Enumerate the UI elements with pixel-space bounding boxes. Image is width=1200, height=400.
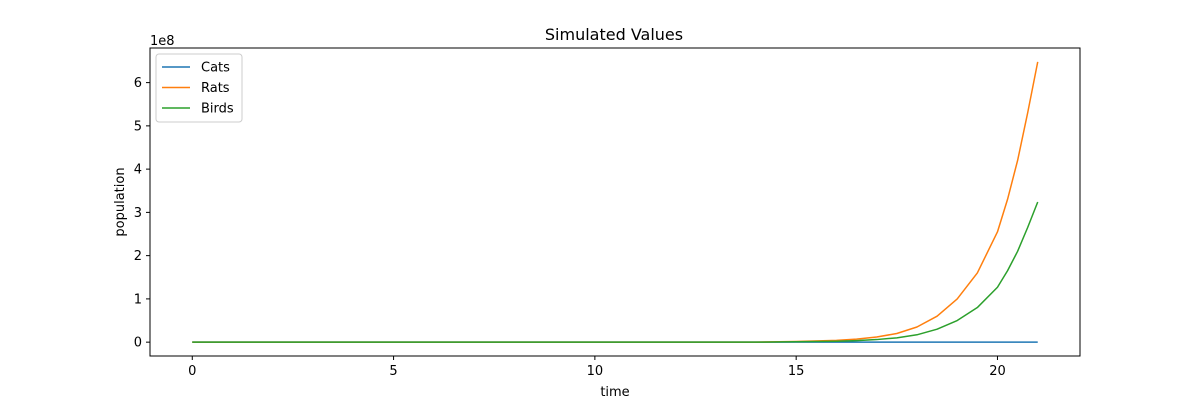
legend-label-birds: Birds <box>201 102 234 117</box>
legend-box <box>155 53 243 123</box>
y-axis: 0 1 2 3 4 5 6 <box>134 76 150 351</box>
y-axis-label: population <box>113 167 128 236</box>
x-axis: 0 5 10 15 20 <box>188 356 1006 379</box>
legend: Cats Rats Birds <box>155 53 243 123</box>
x-axis-label: time <box>600 385 629 400</box>
x-tick-label: 5 <box>389 364 397 379</box>
y-tick-label: 6 <box>134 76 142 91</box>
y-tick-label: 3 <box>134 206 142 221</box>
legend-label-rats: Rats <box>201 81 230 96</box>
x-tick-label: 10 <box>587 364 604 379</box>
x-tick-label: 15 <box>788 364 805 379</box>
y-tick-label: 2 <box>134 249 142 264</box>
series-line-birds <box>192 201 1039 343</box>
axes-frame <box>149 47 1081 357</box>
y-tick-label: 4 <box>134 163 142 178</box>
x-tick-label: 20 <box>989 364 1006 379</box>
y-tick-label: 1 <box>134 292 142 307</box>
y-tick-label: 5 <box>134 119 142 134</box>
y-tick-label: 0 <box>134 336 142 351</box>
legend-label-cats: Cats <box>201 61 230 76</box>
plot-area <box>192 61 1039 343</box>
chart-title: Simulated Values <box>545 25 683 44</box>
x-tick-label: 0 <box>188 364 196 379</box>
y-offset-text: 1e8 <box>150 34 175 49</box>
series-line-rats <box>192 61 1039 343</box>
